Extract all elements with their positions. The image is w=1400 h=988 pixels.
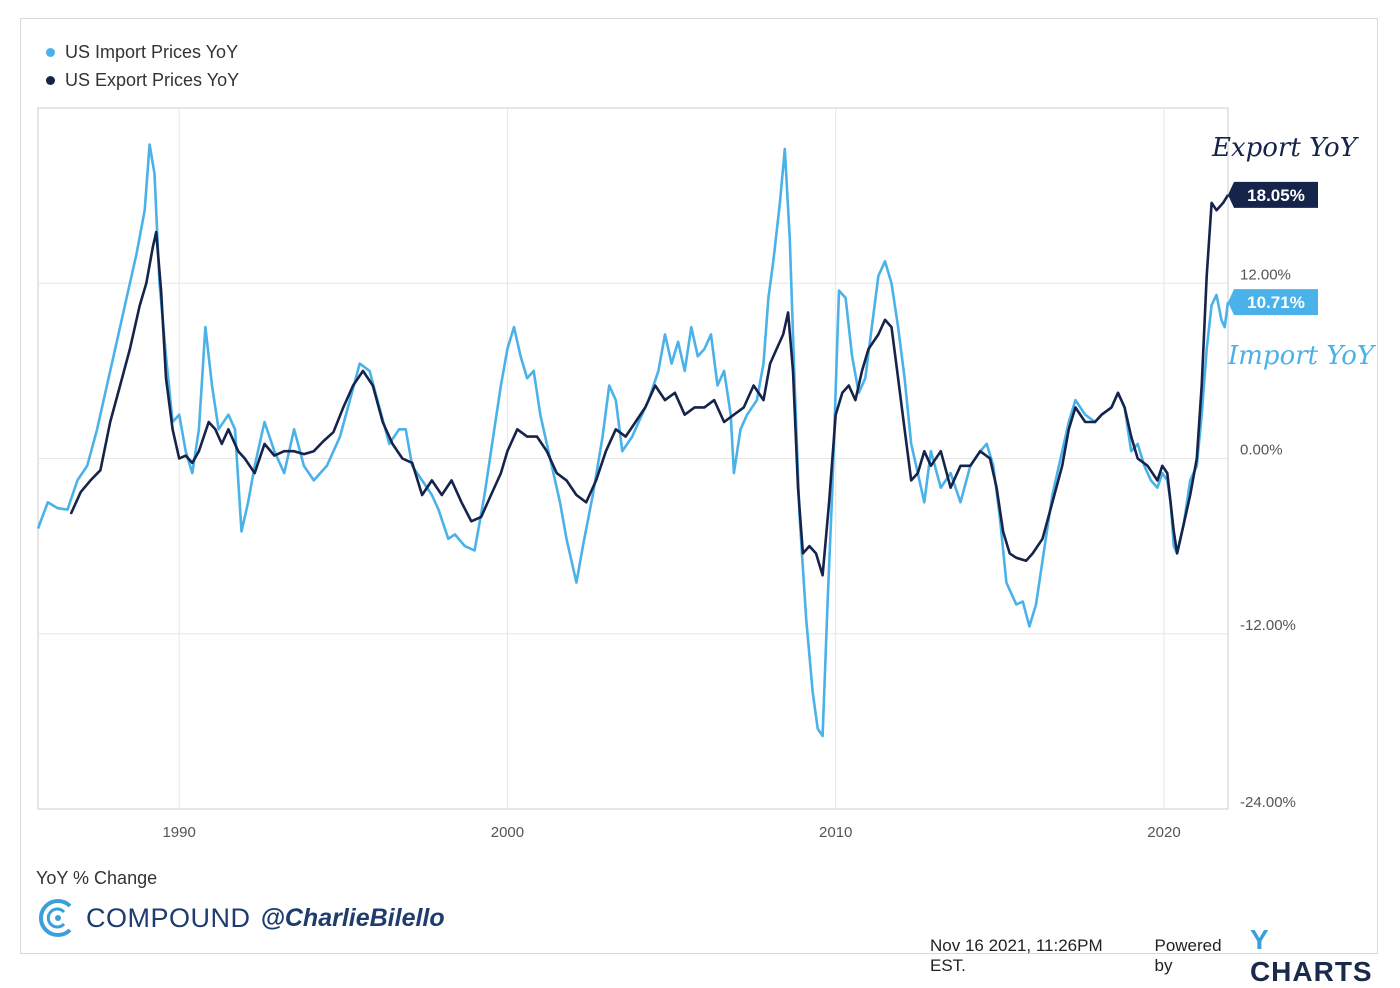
end-value-label-export: 18.05% [1247, 186, 1305, 205]
y-tick-label: -24.00% [1240, 794, 1296, 811]
ycharts-logo: Y CHARTS [1250, 924, 1400, 988]
end-value-badge-export [1228, 181, 1318, 208]
legend-dot-import [46, 47, 55, 57]
y-tick-label: 0.00% [1240, 442, 1283, 459]
y-tick-label: 12.00% [1240, 266, 1291, 283]
annotation-import: Import YoY [1227, 341, 1377, 371]
y-tick-label: -12.00% [1240, 617, 1296, 634]
company-name: COMPOUND [86, 902, 251, 933]
end-value-label-import: 10.71% [1247, 293, 1305, 312]
x-tick-label: 2010 [819, 824, 852, 841]
compound-branding: COMPOUND @CharlieBilello [36, 896, 445, 940]
line-chart: 12.00% 0.00% -12.00% -24.00% 1990 2000 2010 202… [36, 107, 1377, 841]
legend-item-export[interactable]: US Export Prices YoY [46, 66, 239, 94]
x-tick-label: 1990 [162, 824, 195, 841]
y-unit-label: YoY % Change [36, 868, 158, 888]
series-line-import [36, 143, 1230, 738]
legend-label-import: US Import Prices YoY [65, 41, 239, 62]
legend-dot-export [46, 75, 55, 85]
twitter-handle: @CharlieBilello [260, 903, 445, 932]
legend-label-export: US Export Prices YoY [65, 69, 240, 90]
chart-frame [20, 18, 1378, 954]
ycharts-logo-rest: CHARTS [1249, 956, 1373, 987]
timestamp: Nov 16 2021, 11:26PM EST. [930, 936, 1103, 975]
annotation-export: Export YoY [1211, 133, 1360, 163]
powered-by-label: Powered by [1154, 936, 1222, 975]
compound-logo-icon [38, 899, 72, 937]
x-tick-label: 2020 [1147, 824, 1180, 841]
end-value-badge-import [1228, 289, 1318, 316]
ycharts-logo-y: Y [1249, 924, 1270, 955]
x-tick-label: 2000 [491, 824, 524, 841]
series-line-export [69, 194, 1230, 577]
legend: US Import Prices YoY US Export Prices Yo… [46, 38, 239, 94]
chart-footer: Nov 16 2021, 11:26PM EST. Powered by Y C… [930, 924, 1400, 988]
legend-item-import[interactable]: US Import Prices YoY [46, 38, 239, 66]
